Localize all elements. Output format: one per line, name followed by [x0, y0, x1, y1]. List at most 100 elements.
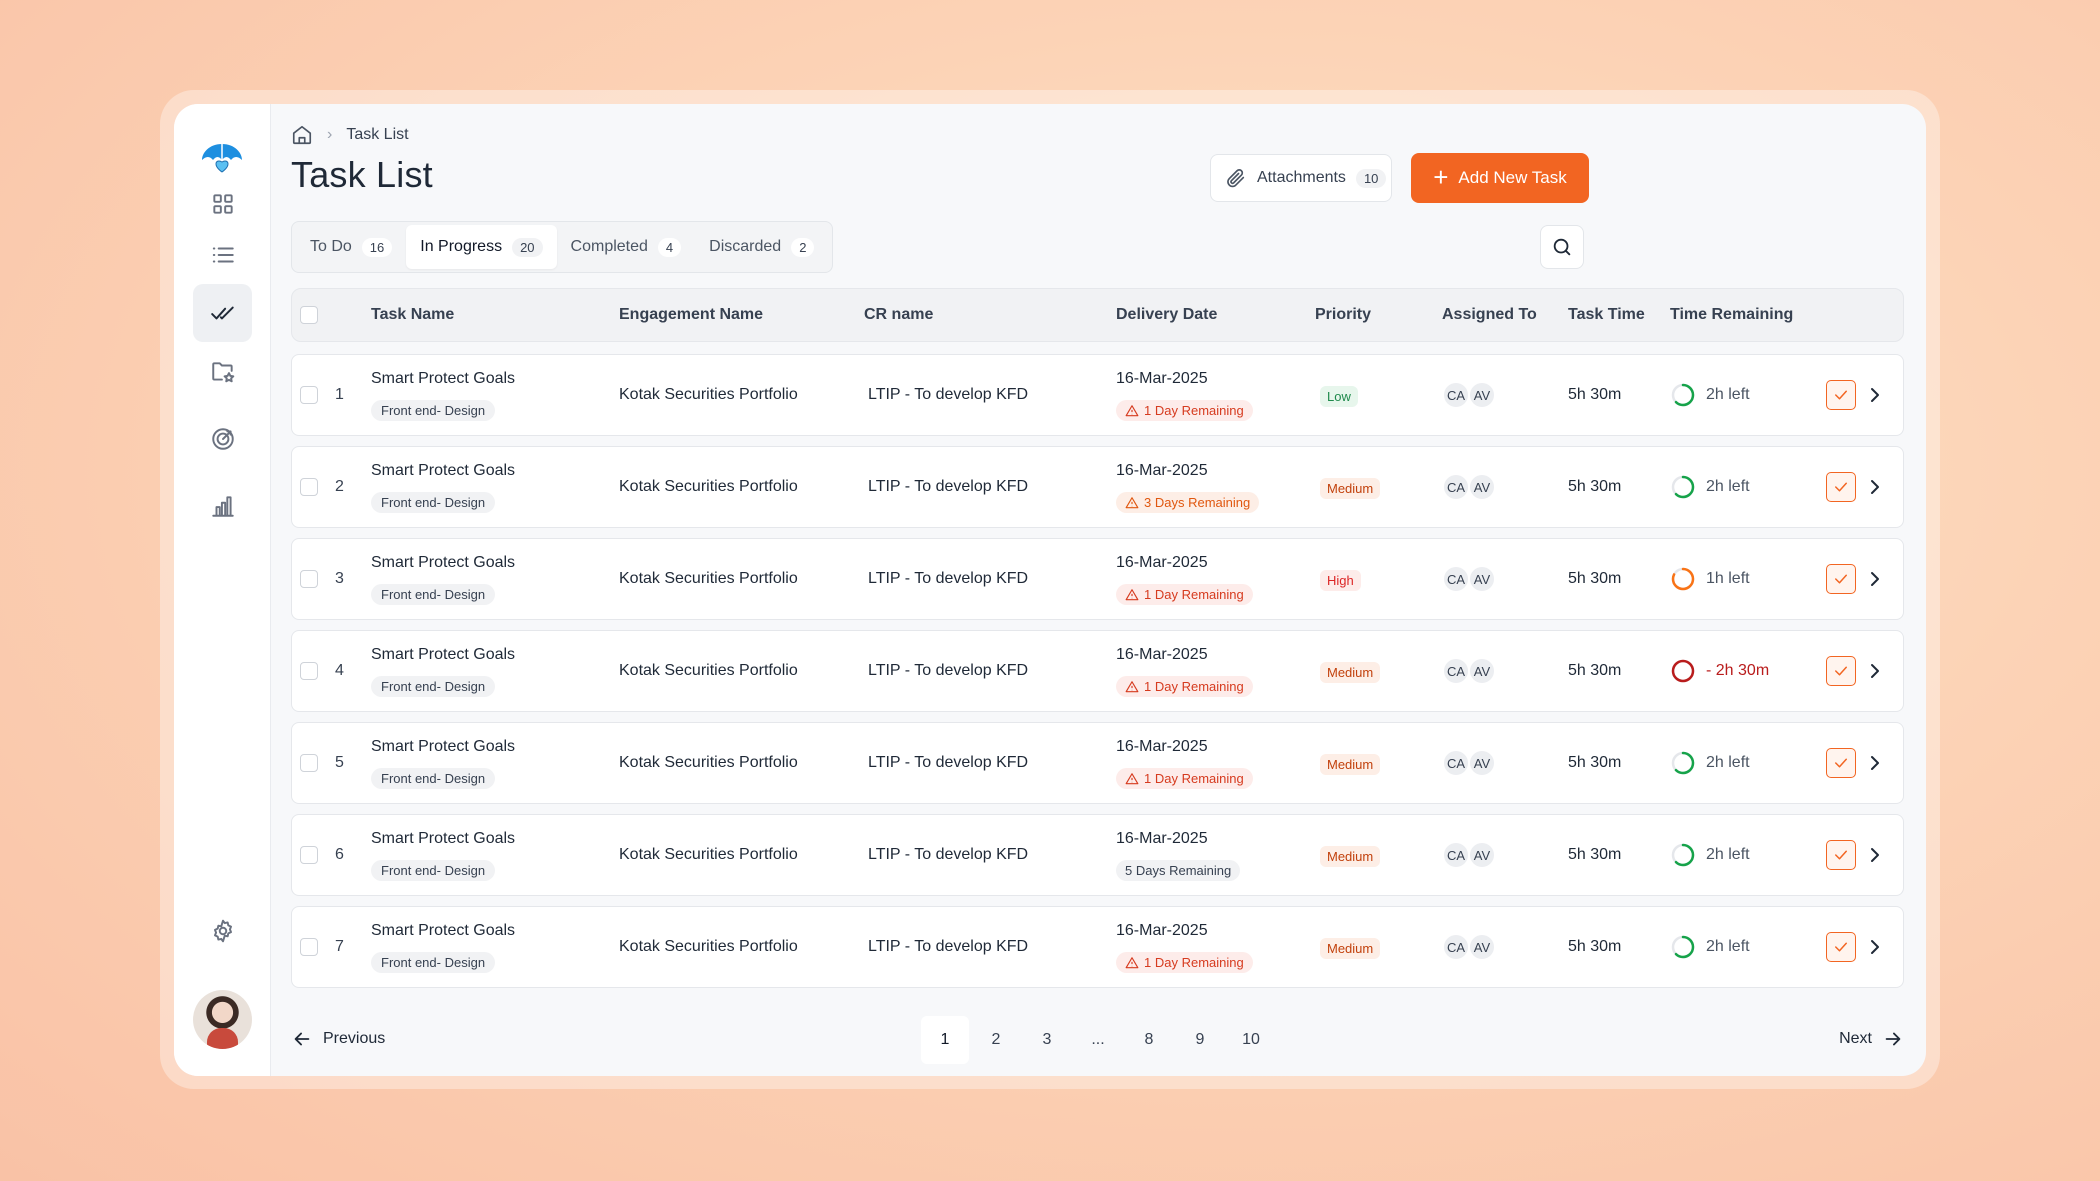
mark-complete-button[interactable]	[1826, 748, 1856, 778]
col-priority[interactable]: Priority	[1315, 306, 1372, 323]
nav-goals[interactable]	[193, 410, 252, 468]
mark-complete-button[interactable]	[1826, 656, 1856, 686]
nav-tasks[interactable]	[193, 284, 252, 342]
nav-folders[interactable]	[193, 343, 252, 401]
tab-in-progress[interactable]: In Progress 20	[406, 225, 557, 269]
avatar[interactable]: CA	[1442, 473, 1470, 501]
col-engagement-name[interactable]: Engagement Name	[619, 306, 764, 323]
col-task-name[interactable]: Task Name	[371, 306, 455, 323]
add-new-task-button[interactable]: + Add New Task	[1411, 153, 1589, 203]
open-task-button[interactable]	[1863, 935, 1887, 959]
avatar[interactable]: AV	[1468, 473, 1496, 501]
page-number[interactable]: 9	[1195, 1031, 1205, 1048]
days-remaining-badge: 5 Days Remaining	[1116, 860, 1241, 881]
open-task-button[interactable]	[1863, 751, 1887, 775]
table-row[interactable]: 6 Smart Protect Goals Front end- Design …	[291, 814, 1904, 896]
sidebar	[174, 104, 271, 1076]
warning-icon	[1125, 956, 1139, 968]
open-task-button[interactable]	[1863, 383, 1887, 407]
open-task-button[interactable]	[1863, 843, 1887, 867]
next-page-button[interactable]: Next	[1839, 1028, 1904, 1050]
table-row[interactable]: 4 Smart Protect Goals Front end- Design …	[291, 630, 1904, 712]
col-task-time[interactable]: Task Time	[1568, 306, 1645, 323]
col-delivery-date[interactable]: Delivery Date	[1116, 306, 1218, 323]
avatar[interactable]: AV	[1468, 381, 1496, 409]
page-number[interactable]: 10	[1242, 1031, 1260, 1048]
row-checkbox[interactable]	[300, 478, 318, 496]
task-time: 5h 30m	[1568, 754, 1622, 771]
row-checkbox[interactable]	[300, 570, 318, 588]
chevron-right-icon	[1871, 388, 1879, 402]
table-row[interactable]: 5 Smart Protect Goals Front end- Design …	[291, 722, 1904, 804]
task-tag: Front end- Design	[371, 860, 496, 881]
table-row[interactable]: 7 Smart Protect Goals Front end- Design …	[291, 906, 1904, 988]
home-icon[interactable]	[291, 124, 313, 146]
time-left: 1h left	[1706, 570, 1750, 587]
engagement-name: Kotak Securities Portfolio	[619, 938, 798, 955]
avatar[interactable]: CA	[1442, 565, 1470, 593]
page-number[interactable]: 8	[1144, 1031, 1154, 1048]
nav-reports[interactable]	[193, 477, 252, 535]
mark-complete-button[interactable]	[1826, 472, 1856, 502]
table-row[interactable]: 2 Smart Protect Goals Front end- Design …	[291, 446, 1904, 528]
select-all-checkbox[interactable]	[300, 306, 318, 324]
open-task-button[interactable]	[1863, 567, 1887, 591]
avatar[interactable]: AV	[1468, 841, 1496, 869]
row-checkbox[interactable]	[300, 754, 318, 772]
days-remaining-label: 1 Day Remaining	[1144, 587, 1244, 602]
avatar[interactable]: AV	[1468, 749, 1496, 777]
col-cr-name[interactable]: CR name	[864, 306, 934, 323]
open-task-button[interactable]	[1863, 659, 1887, 683]
avatar[interactable]: CA	[1442, 841, 1470, 869]
row-checkbox[interactable]	[300, 386, 318, 404]
mark-complete-button[interactable]	[1826, 932, 1856, 962]
avatar[interactable]: CA	[1442, 933, 1470, 961]
col-time-remaining[interactable]: Time Remaining	[1670, 306, 1794, 323]
search-button[interactable]	[1540, 225, 1584, 269]
page-number[interactable]: 1	[921, 1016, 969, 1064]
avatar[interactable]: CA	[1442, 657, 1470, 685]
tab-discarded[interactable]: Discarded 2	[695, 225, 828, 269]
col-assigned-to[interactable]: Assigned To	[1442, 306, 1537, 323]
mark-complete-button[interactable]	[1826, 564, 1856, 594]
row-number: 2	[335, 478, 344, 495]
avatar[interactable]: AV	[1468, 565, 1496, 593]
days-remaining-label: 1 Day Remaining	[1144, 955, 1244, 970]
cr-name: LTIP - To develop KFD	[868, 754, 1029, 771]
days-remaining-badge: 1 Day Remaining	[1116, 400, 1253, 421]
task-tag: Front end- Design	[371, 676, 496, 697]
user-avatar[interactable]	[193, 990, 252, 1049]
tab-completed[interactable]: Completed 4	[557, 225, 696, 269]
nav-settings[interactable]	[193, 902, 252, 960]
delivery-date: 16-Mar-2025	[1116, 462, 1208, 479]
page-number[interactable]: 2	[991, 1031, 1001, 1048]
row-checkbox[interactable]	[300, 846, 318, 864]
avatar[interactable]: AV	[1468, 657, 1496, 685]
days-remaining-badge: 1 Day Remaining	[1116, 584, 1253, 605]
check-icon	[1835, 482, 1847, 492]
days-remaining-badge: 1 Day Remaining	[1116, 676, 1253, 697]
tab-to-do[interactable]: To Do 16	[296, 225, 406, 269]
open-task-button[interactable]	[1863, 475, 1887, 499]
pagination: Previous 1 2 3... 8 9 10 Next	[291, 1016, 1904, 1064]
nav-dashboard[interactable]	[193, 175, 252, 233]
page-number[interactable]: 3	[1042, 1031, 1052, 1048]
assignees: CA AV	[1442, 749, 1496, 777]
avatar[interactable]: AV	[1468, 933, 1496, 961]
assignees: CA AV	[1442, 841, 1496, 869]
attachments-button[interactable]: Attachments 10	[1210, 154, 1392, 202]
mark-complete-button[interactable]	[1826, 840, 1856, 870]
avatar[interactable]: CA	[1442, 381, 1470, 409]
mark-complete-button[interactable]	[1826, 380, 1856, 410]
previous-page-button[interactable]: Previous	[291, 1028, 385, 1050]
plus-icon: +	[1433, 162, 1449, 192]
next-label: Next	[1839, 1030, 1872, 1047]
avatar[interactable]: CA	[1442, 749, 1470, 777]
table-row[interactable]: 1 Smart Protect Goals Front end- Design …	[291, 354, 1904, 436]
row-checkbox[interactable]	[300, 938, 318, 956]
engagement-name: Kotak Securities Portfolio	[619, 386, 798, 403]
task-tag: Front end- Design	[371, 584, 496, 605]
nav-list[interactable]	[193, 226, 252, 284]
table-row[interactable]: 3 Smart Protect Goals Front end- Design …	[291, 538, 1904, 620]
row-checkbox[interactable]	[300, 662, 318, 680]
